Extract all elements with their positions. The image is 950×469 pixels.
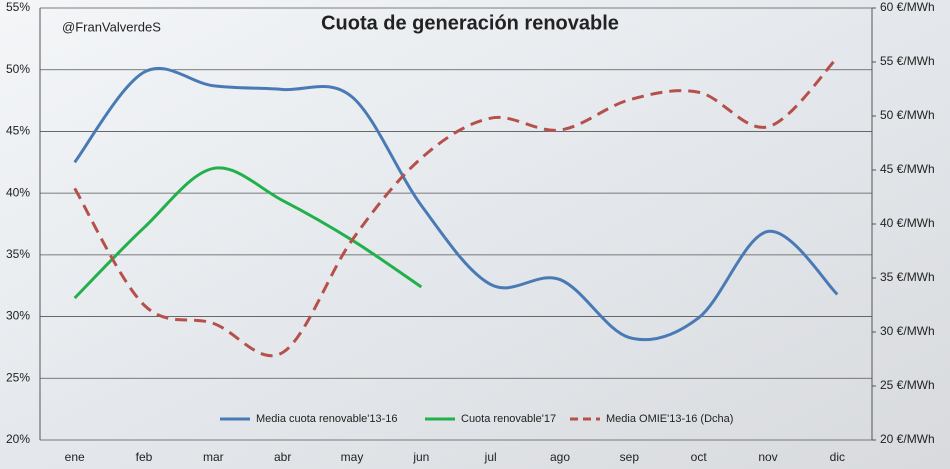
x-tick-label: jul — [484, 450, 497, 464]
y-tick-label: 35% — [6, 247, 30, 261]
x-tick-label: feb — [136, 450, 153, 464]
legend-label: Media cuota renovable'13-16 — [256, 413, 398, 425]
y2-tick-label: 20 €/MWh — [880, 432, 935, 446]
legend-label: Cuota renovable'17 — [461, 413, 556, 425]
y2-tick-label: 30 €/MWh — [880, 324, 935, 338]
x-tick-label: ene — [65, 450, 85, 464]
y-tick-label: 45% — [6, 124, 30, 138]
y2-tick-label: 25 €/MWh — [880, 378, 935, 392]
y-tick-label: 30% — [6, 309, 30, 323]
x-tick-label: may — [341, 450, 364, 464]
x-tick-label: ago — [550, 450, 570, 464]
y2-tick-label: 60 €/MWh — [880, 0, 935, 14]
x-tick-label: abr — [274, 450, 291, 464]
annotation: @FranValverdeS — [62, 19, 161, 34]
x-tick-label: oct — [691, 450, 708, 464]
y-tick-label: 40% — [6, 185, 30, 199]
x-tick-label: dic — [830, 450, 845, 464]
line-series — [73, 166, 423, 300]
line-series — [73, 66, 839, 342]
x-tick-label: mar — [203, 450, 224, 464]
y2-tick-label: 40 €/MWh — [880, 216, 935, 230]
chart-title: Cuota de generación renovable — [321, 12, 619, 34]
y2-tick-label: 50 €/MWh — [880, 108, 935, 122]
x-tick-label: jun — [412, 450, 429, 464]
y-tick-label: 50% — [6, 62, 30, 76]
x-tick-label: nov — [758, 450, 777, 464]
y-tick-label: 25% — [6, 370, 30, 384]
y2-tick-label: 45 €/MWh — [880, 162, 935, 176]
line-series — [73, 56, 839, 358]
y-tick-label: 20% — [6, 432, 30, 446]
x-tick-label: sep — [620, 450, 640, 464]
y2-tick-label: 55 €/MWh — [880, 54, 935, 68]
y2-tick-label: 35 €/MWh — [880, 270, 935, 284]
legend-label: Media OMIE'13-16 (Dcha) — [606, 413, 733, 425]
y-tick-label: 55% — [6, 0, 30, 14]
